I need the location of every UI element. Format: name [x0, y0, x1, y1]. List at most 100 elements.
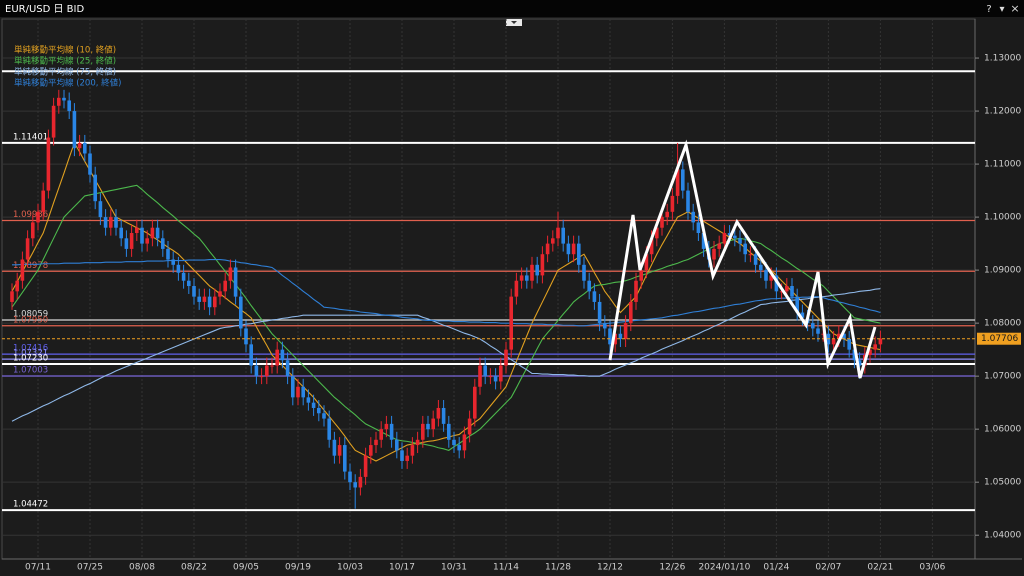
- candle-body: [722, 233, 727, 244]
- candle-body: [660, 217, 664, 228]
- y-tick-label: 1.12000: [984, 107, 1021, 117]
- candle-body: [623, 323, 628, 340]
- close-button[interactable]: ×: [1010, 2, 1019, 15]
- collapse-toggle[interactable]: [506, 19, 522, 26]
- candle-body: [135, 227, 139, 234]
- level-label: 1.08059: [13, 310, 48, 320]
- level-label: 1.04472: [13, 500, 48, 510]
- title-bar: [0, 0, 1024, 17]
- candle-body: [348, 471, 352, 483]
- candle-body: [535, 264, 539, 276]
- candle-body: [265, 365, 269, 377]
- candle-body: [379, 429, 383, 440]
- candle-body: [41, 190, 45, 212]
- x-tick-label: 2024/01/10: [698, 563, 750, 573]
- candle-body: [748, 254, 753, 256]
- candle-body: [649, 238, 654, 255]
- candle-body: [571, 243, 576, 255]
- y-tick-label: 1.05000: [984, 478, 1021, 488]
- candle-body: [249, 344, 253, 366]
- candle-body: [493, 376, 498, 382]
- candle-body: [587, 280, 591, 292]
- x-tick-label: 01/24: [763, 563, 789, 573]
- candle-body: [665, 211, 669, 218]
- candle-body: [467, 418, 472, 435]
- candle-body: [88, 153, 92, 175]
- candle-body: [847, 339, 851, 350]
- candle-body: [114, 217, 118, 228]
- candle-body: [753, 254, 758, 265]
- candle-body: [384, 423, 389, 430]
- moving-average-line: [12, 258, 881, 327]
- legend-entry: 単純移動平均線 (25, 終値): [14, 56, 116, 67]
- candle-body: [733, 235, 737, 239]
- candle-body: [525, 275, 529, 281]
- candle-body: [228, 267, 233, 281]
- candle-body: [561, 227, 565, 244]
- candle-body: [618, 333, 623, 340]
- candle-body: [301, 386, 305, 398]
- y-tick-label: 1.08000: [984, 319, 1021, 329]
- zigzag-annotation: [608, 139, 877, 379]
- y-tick-label: 1.10000: [984, 213, 1021, 223]
- menu-button[interactable]: ▾: [999, 4, 1004, 15]
- candle-body: [218, 291, 222, 297]
- x-tick-label: 02/21: [867, 563, 893, 573]
- y-tick-label: 1.09000: [984, 266, 1021, 276]
- candle-body: [686, 190, 690, 212]
- candle-body: [337, 445, 342, 456]
- candle-body: [197, 296, 201, 302]
- candle-body: [738, 238, 742, 244]
- candle-body: [675, 169, 680, 196]
- candle-body: [400, 450, 404, 461]
- level-label: 1.07416: [13, 344, 48, 354]
- current-price-box: [977, 332, 1021, 345]
- candle-body: [712, 248, 716, 260]
- legend-entry: 単純移動平均線 (200, 終値): [14, 78, 121, 89]
- candle-body: [551, 238, 555, 244]
- candle-body: [31, 222, 35, 239]
- level-label: 1.07003: [13, 365, 48, 375]
- candle-body: [452, 439, 456, 446]
- candle-body: [785, 286, 789, 292]
- candle-body: [556, 227, 560, 239]
- candle-body: [852, 349, 857, 361]
- x-tick-label: 11/28: [545, 563, 571, 573]
- candle-body: [816, 328, 820, 334]
- candle-body: [280, 349, 285, 361]
- y-tick-label: 1.06000: [984, 425, 1021, 435]
- candle-body: [72, 111, 77, 149]
- level-label: 1.11401: [13, 132, 48, 142]
- candle-body: [10, 291, 14, 302]
- candle-body: [878, 338, 883, 345]
- candle-body: [514, 280, 519, 297]
- candle-body: [582, 264, 586, 281]
- candle-body: [603, 323, 607, 329]
- help-button[interactable]: ?: [986, 4, 991, 15]
- candle-body: [837, 333, 841, 340]
- candle-body: [171, 259, 175, 265]
- plot-area: [1, 18, 976, 560]
- candle-body: [353, 482, 357, 488]
- y-tick-label: 1.04000: [984, 531, 1021, 541]
- candle-body: [592, 291, 597, 302]
- candle-body: [779, 291, 784, 293]
- candle-body: [275, 349, 279, 366]
- candle-body: [291, 376, 295, 398]
- candle-body: [831, 339, 836, 345]
- level-label: 1.09936: [13, 210, 48, 220]
- y-tick-label: 1.07000: [984, 372, 1021, 382]
- candle-body: [395, 439, 399, 451]
- candle-body: [187, 280, 191, 287]
- candle-body: [155, 227, 160, 239]
- candle-body: [67, 100, 71, 112]
- candle-body: [317, 407, 321, 414]
- candle-body: [696, 222, 701, 234]
- candle-body: [358, 476, 363, 488]
- candle-body: [681, 169, 685, 191]
- candle-body: [426, 423, 430, 430]
- candle-body: [343, 445, 347, 472]
- candle-body: [759, 264, 763, 271]
- candle-body: [509, 296, 513, 350]
- candle-body: [306, 397, 311, 403]
